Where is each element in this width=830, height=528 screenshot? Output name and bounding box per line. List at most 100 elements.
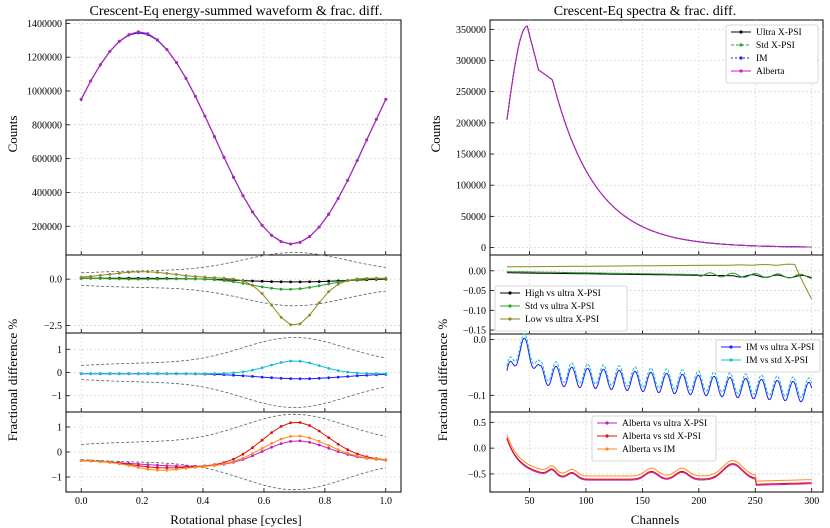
spectra-frac-panel-3-frame — [489, 411, 824, 493]
legend-marker — [605, 447, 609, 451]
waveform-point-3 — [251, 210, 254, 214]
wfrac1-point-1 — [317, 284, 321, 288]
legend-label: Std X-PSI — [756, 41, 795, 51]
wfrac1-point-0 — [260, 279, 264, 283]
waveform-frac-panel-1-frame — [65, 254, 402, 334]
wfrac2-point-0 — [232, 373, 235, 377]
wfrac3-point-0 — [336, 450, 340, 454]
envelope-upper — [81, 252, 386, 274]
wfrac2-point-0 — [241, 374, 245, 378]
waveform-ytick-label: 1000000 — [27, 87, 62, 98]
legend-label: Low vs ultra X-PSI — [525, 315, 599, 325]
waveform-point-3 — [232, 175, 235, 179]
wfrac2-point-1 — [317, 364, 321, 367]
wfrac2-point-1 — [79, 372, 83, 376]
sfrac1-line-1 — [506, 271, 812, 279]
wfrac2-point-1 — [194, 372, 197, 376]
sfrac3-xtick-label: 100 — [578, 496, 593, 507]
legend-box — [494, 285, 628, 332]
wfrac2-point-0 — [270, 376, 273, 380]
wfrac3-point-2 — [270, 441, 273, 445]
wfrac1-point-1 — [117, 277, 121, 281]
wfrac2-ytick-label: −1 — [51, 391, 62, 402]
wfrac1-point-2 — [251, 283, 254, 287]
sfrac3-xtick-label: 50 — [525, 496, 535, 507]
sfrac3-ytick-label: −0.5 — [468, 469, 486, 480]
wfrac3-point-2 — [175, 468, 178, 471]
wfrac3-point-2 — [98, 460, 102, 464]
wfrac2-point-1 — [260, 366, 264, 370]
waveform-point-3 — [165, 48, 169, 51]
wfrac3-point-2 — [156, 468, 159, 472]
wfrac1-point-0 — [298, 280, 302, 284]
waveform-point-3 — [203, 114, 207, 118]
waveform-point-3 — [298, 240, 302, 244]
wfrac2-point-0 — [317, 376, 321, 380]
wfrac2-point-1 — [127, 372, 131, 376]
wfrac1-point-2 — [117, 271, 121, 275]
wfrac2-point-1 — [327, 367, 331, 370]
waveform-point-3 — [89, 79, 93, 83]
wfrac2-point-1 — [308, 361, 311, 365]
sfrac3-xtick-label: 300 — [804, 496, 819, 507]
sfrac3-ytick-label: 0.5 — [474, 418, 487, 429]
spectra-frac-panel-1: 0.00 −0.05 −0.10 −0.15 High vs ultra X-PSI St… — [463, 254, 824, 337]
wfrac1-point-0 — [317, 280, 321, 283]
spectra-ytick-label: 300000 — [456, 56, 486, 67]
sfrac3-xtick-label: 150 — [635, 496, 650, 507]
wfrac1-point-2 — [346, 279, 350, 282]
legend-label: IM — [756, 54, 768, 64]
wfrac1-point-1 — [336, 280, 340, 284]
wfrac1-point-2 — [317, 301, 321, 305]
envelope-lower — [81, 285, 386, 307]
waveform-point-3 — [98, 63, 102, 67]
wfrac2-point-1 — [251, 368, 254, 372]
wfrac3-point-2 — [365, 456, 369, 460]
wfrac2-point-1 — [156, 372, 159, 376]
wfrac1-point-2 — [336, 282, 340, 286]
wfrac2-point-1 — [279, 361, 283, 364]
legend-marker — [739, 43, 743, 47]
waveform-panel-frame — [65, 19, 402, 256]
wfrac3-point-1 — [355, 452, 359, 456]
spectra-ytick-label: 0 — [481, 243, 486, 254]
wfrac1-point-1 — [241, 282, 245, 285]
legend-marker — [729, 358, 733, 362]
envelope-lower — [81, 379, 386, 408]
wfrac2-point-1 — [365, 372, 369, 375]
wfrac1-point-1 — [260, 285, 264, 289]
spectra-ytick-label: 150000 — [456, 150, 486, 161]
sfrac3-line-0 — [506, 438, 812, 486]
waveform-point-3 — [365, 138, 369, 142]
wfrac1-point-1 — [327, 282, 331, 286]
wfrac3-point-1 — [289, 421, 292, 425]
wfrac3-point-2 — [241, 456, 245, 460]
wfrac2-point-0 — [355, 374, 359, 378]
wfrac1-point-1 — [184, 277, 188, 281]
wfrac1-point-1 — [232, 280, 235, 284]
wfrac2-point-1 — [89, 372, 93, 376]
wfrac3-point-1 — [146, 465, 150, 469]
wfrac3-point-2 — [222, 462, 226, 466]
wfrac3-point-2 — [165, 468, 169, 472]
wfrac3-point-2 — [289, 435, 292, 438]
wfrac2-point-1 — [175, 372, 178, 376]
wfrac3-point-0 — [279, 442, 283, 445]
legend-marker — [508, 304, 512, 308]
wfrac2-point-1 — [108, 372, 112, 376]
sfrac2-line-1 — [506, 333, 813, 398]
left-ylabel-counts: Counts — [5, 116, 20, 153]
waveform-frac-panel-2: 1 0 −1 — [51, 332, 402, 413]
wfrac1-point-1 — [289, 287, 292, 291]
wfrac2-point-0 — [279, 376, 283, 380]
wfrac3-point-1 — [279, 425, 283, 428]
waveform-ytick-label: 1400000 — [27, 19, 62, 30]
wfrac1-point-2 — [156, 271, 159, 274]
wfrac3-point-2 — [336, 448, 340, 452]
wfrac1-point-2 — [365, 277, 369, 280]
waveform-point-3 — [127, 33, 131, 36]
wfrac3-point-2 — [355, 454, 359, 458]
waveform-line-1 — [80, 32, 387, 245]
left-chart-title: Crescent-Eq energy-summed waveform & fra… — [90, 4, 383, 19]
